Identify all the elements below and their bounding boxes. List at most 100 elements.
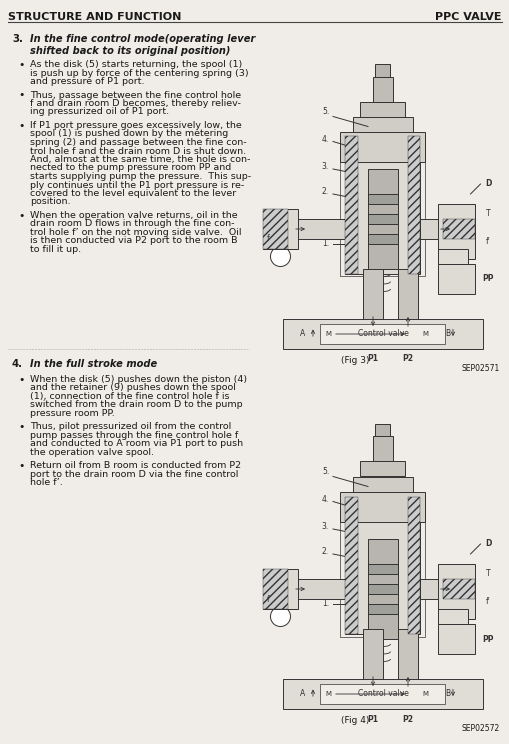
Text: In the full stroke mode: In the full stroke mode xyxy=(30,359,157,369)
Text: •: • xyxy=(18,211,24,221)
Text: is push up by force of the centering spring (3): is push up by force of the centering spr… xyxy=(30,68,248,77)
Text: f: f xyxy=(266,234,269,243)
Bar xyxy=(437,264,474,294)
Bar xyxy=(277,579,345,599)
Text: And, almost at the same time, the hole is con-: And, almost at the same time, the hole i… xyxy=(30,155,250,164)
Text: SEP02572: SEP02572 xyxy=(461,724,499,733)
Text: Return oil from B room is conducted from P2: Return oil from B room is conducted from… xyxy=(30,461,241,470)
Text: and pressure of P1 port.: and pressure of P1 port. xyxy=(30,77,144,86)
Text: 4.: 4. xyxy=(321,495,328,504)
Text: switched from the drain room D to the pump: switched from the drain room D to the pu… xyxy=(30,400,242,409)
Bar xyxy=(437,609,467,624)
Bar xyxy=(397,629,417,684)
Text: ply continues until the P1 port pressure is re-: ply continues until the P1 port pressure… xyxy=(30,181,244,190)
Text: and conducted to A room via P1 port to push: and conducted to A room via P1 port to p… xyxy=(30,440,243,449)
Bar xyxy=(352,476,412,496)
Text: In the fine control mode(operating lever: In the fine control mode(operating lever xyxy=(30,34,255,44)
Bar xyxy=(340,494,425,637)
Bar xyxy=(362,269,382,324)
Text: is then conducted via P2 port to the room B: is then conducted via P2 port to the roo… xyxy=(30,237,237,246)
Text: pressure room PP.: pressure room PP. xyxy=(30,409,115,418)
Bar xyxy=(263,569,297,609)
Text: Control valve: Control valve xyxy=(357,690,408,699)
Text: A: A xyxy=(300,690,305,699)
Bar xyxy=(372,437,392,461)
Bar xyxy=(437,249,467,264)
Text: M: M xyxy=(421,691,428,697)
Bar xyxy=(367,584,397,594)
Bar xyxy=(263,209,288,249)
Text: 5.: 5. xyxy=(321,107,328,116)
Text: hole f’.: hole f’. xyxy=(30,478,63,487)
Text: PP: PP xyxy=(482,275,493,283)
Text: D: D xyxy=(484,539,490,548)
Text: trol hole f’ on the not moving side valve.  Oil: trol hole f’ on the not moving side valv… xyxy=(30,228,241,237)
Bar xyxy=(407,496,420,634)
Bar xyxy=(340,492,425,522)
Text: nected to the pump pressure room PP and: nected to the pump pressure room PP and xyxy=(30,164,231,173)
Text: 4.: 4. xyxy=(12,359,23,369)
Text: •: • xyxy=(18,60,24,70)
Text: 5.: 5. xyxy=(321,467,328,476)
Text: SEP02571: SEP02571 xyxy=(461,364,499,373)
Text: f': f' xyxy=(485,597,490,606)
Bar xyxy=(367,564,397,574)
Bar xyxy=(362,629,382,684)
Bar xyxy=(360,461,405,476)
Text: 2.: 2. xyxy=(321,547,328,556)
Text: Thus, passage between the fine control hole: Thus, passage between the fine control h… xyxy=(30,91,241,100)
Text: •: • xyxy=(18,375,24,385)
Bar xyxy=(367,194,397,204)
Text: As the disk (5) starts returning, the spool (1): As the disk (5) starts returning, the sp… xyxy=(30,60,242,69)
Text: When the operation valve returns, oil in the: When the operation valve returns, oil in… xyxy=(30,211,237,220)
Text: 2.: 2. xyxy=(321,187,328,196)
Bar xyxy=(340,132,425,161)
Text: B: B xyxy=(444,330,449,339)
Bar xyxy=(442,219,474,239)
Bar xyxy=(320,324,445,344)
Bar xyxy=(437,624,474,654)
Bar xyxy=(437,564,474,619)
Bar xyxy=(345,496,420,634)
Text: 3.: 3. xyxy=(321,162,328,171)
Bar xyxy=(277,219,345,239)
Text: to fill it up.: to fill it up. xyxy=(30,245,81,254)
Text: D: D xyxy=(484,179,490,188)
Bar xyxy=(442,579,474,599)
Bar xyxy=(345,136,420,274)
Bar xyxy=(345,136,357,274)
Text: pump passes through the fine control hole f: pump passes through the fine control hol… xyxy=(30,431,238,440)
Text: M: M xyxy=(421,331,428,337)
Text: STRUCTURE AND FUNCTION: STRUCTURE AND FUNCTION xyxy=(8,12,181,22)
Bar xyxy=(263,569,288,609)
Text: When the disk (5) pushes down the piston (4): When the disk (5) pushes down the piston… xyxy=(30,375,247,384)
Bar xyxy=(437,204,474,259)
Bar xyxy=(352,117,412,136)
Text: P1: P1 xyxy=(367,714,378,723)
Bar xyxy=(320,684,445,704)
Text: spool (1) is pushed down by the metering: spool (1) is pushed down by the metering xyxy=(30,129,228,138)
Text: 4.: 4. xyxy=(321,135,328,144)
Text: P1: P1 xyxy=(367,354,378,364)
Text: P2: P2 xyxy=(402,354,413,364)
Text: the operation valve spool.: the operation valve spool. xyxy=(30,448,154,457)
Text: •: • xyxy=(18,121,24,131)
Text: If P1 port pressure goes excessively low, the: If P1 port pressure goes excessively low… xyxy=(30,121,241,130)
Bar xyxy=(282,319,482,349)
Bar xyxy=(367,169,397,269)
Bar xyxy=(420,579,470,599)
Text: f': f' xyxy=(485,237,490,246)
Text: starts supplying pump the pressure.  This sup-: starts supplying pump the pressure. This… xyxy=(30,172,250,181)
Text: trol hole f and the drain room D is shut down.: trol hole f and the drain room D is shut… xyxy=(30,147,246,155)
Text: T: T xyxy=(485,210,489,219)
Text: P2: P2 xyxy=(402,714,413,723)
Text: and the retainer (9) pushes down the spool: and the retainer (9) pushes down the spo… xyxy=(30,383,236,393)
Bar xyxy=(345,496,357,634)
Circle shape xyxy=(270,246,290,266)
Text: 3.: 3. xyxy=(321,522,328,531)
Bar xyxy=(367,214,397,224)
Text: •: • xyxy=(18,461,24,472)
Text: drain room D flows in through the fine con-: drain room D flows in through the fine c… xyxy=(30,219,234,228)
Bar xyxy=(340,134,425,277)
Bar xyxy=(367,604,397,614)
